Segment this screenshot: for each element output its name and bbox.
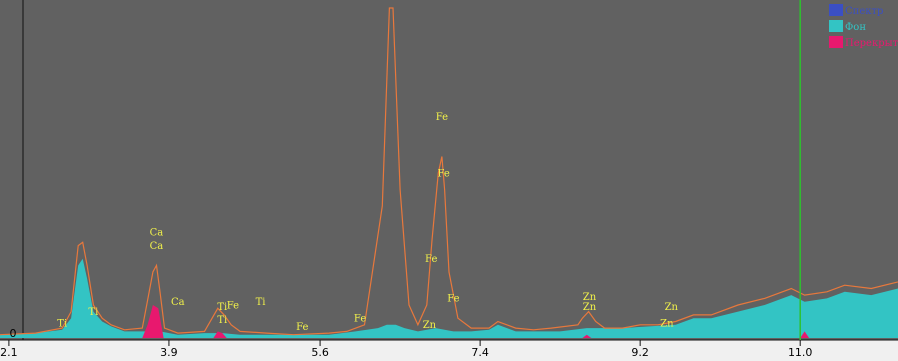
tick-layer: 2.1 3.9 5.6 7.4 9.2 11.0 0 [0,327,813,359]
peak-label-17: Zn [583,302,597,313]
x-tick-label-5: 11.0 [788,346,813,357]
legend: Спектр Фон Перекрытие [829,4,898,49]
peak-label-0: Ti [57,318,67,329]
peak-label-7: Fe [227,300,239,311]
peak-label-11: Fe [436,112,448,123]
legend-swatch-0 [829,4,843,16]
peak-label-10: Fe [354,314,366,325]
legend-label-2: Перекрытие [845,38,898,49]
series-line-0 [0,7,898,336]
peak-label-3: Ca [150,241,164,252]
peak-label-5: Ti [217,302,227,313]
peak-label-4: Ca [171,297,185,308]
peak-label-14: Fe [447,294,459,305]
series-layer [0,7,898,338]
series-area-1 [0,258,898,338]
plot-background [0,0,898,340]
peak-label-6: Ti [217,315,227,326]
peak-label-1: Ti [88,307,98,318]
legend-swatch-1 [829,20,843,32]
x-tick-label-1: 3.9 [160,346,178,357]
x-tick-label-0: 2.1 [0,346,18,357]
x-tick-label-3: 7.4 [471,346,489,357]
peak-label-15: Zn [423,320,437,331]
x-tick-label-2: 5.6 [311,346,329,357]
peak-label-9: Fe [296,322,308,333]
peak-label-12: Fe [438,168,450,179]
peak-label-16: Zn [583,292,597,303]
peak-label-18: Zn [665,302,679,313]
x-tick-label-4: 9.2 [631,346,649,357]
legend-label-1: Фон [845,22,866,33]
peak-label-19: Zn [660,318,674,329]
peak-label-13: Fe [425,254,437,265]
legend-label-0: Спектр [845,6,883,17]
legend-swatch-2 [829,36,843,48]
y-tick-label-0: 0 [10,327,17,340]
peak-label-2: Ca [150,228,164,239]
peak-label-8: Ti [256,297,266,308]
